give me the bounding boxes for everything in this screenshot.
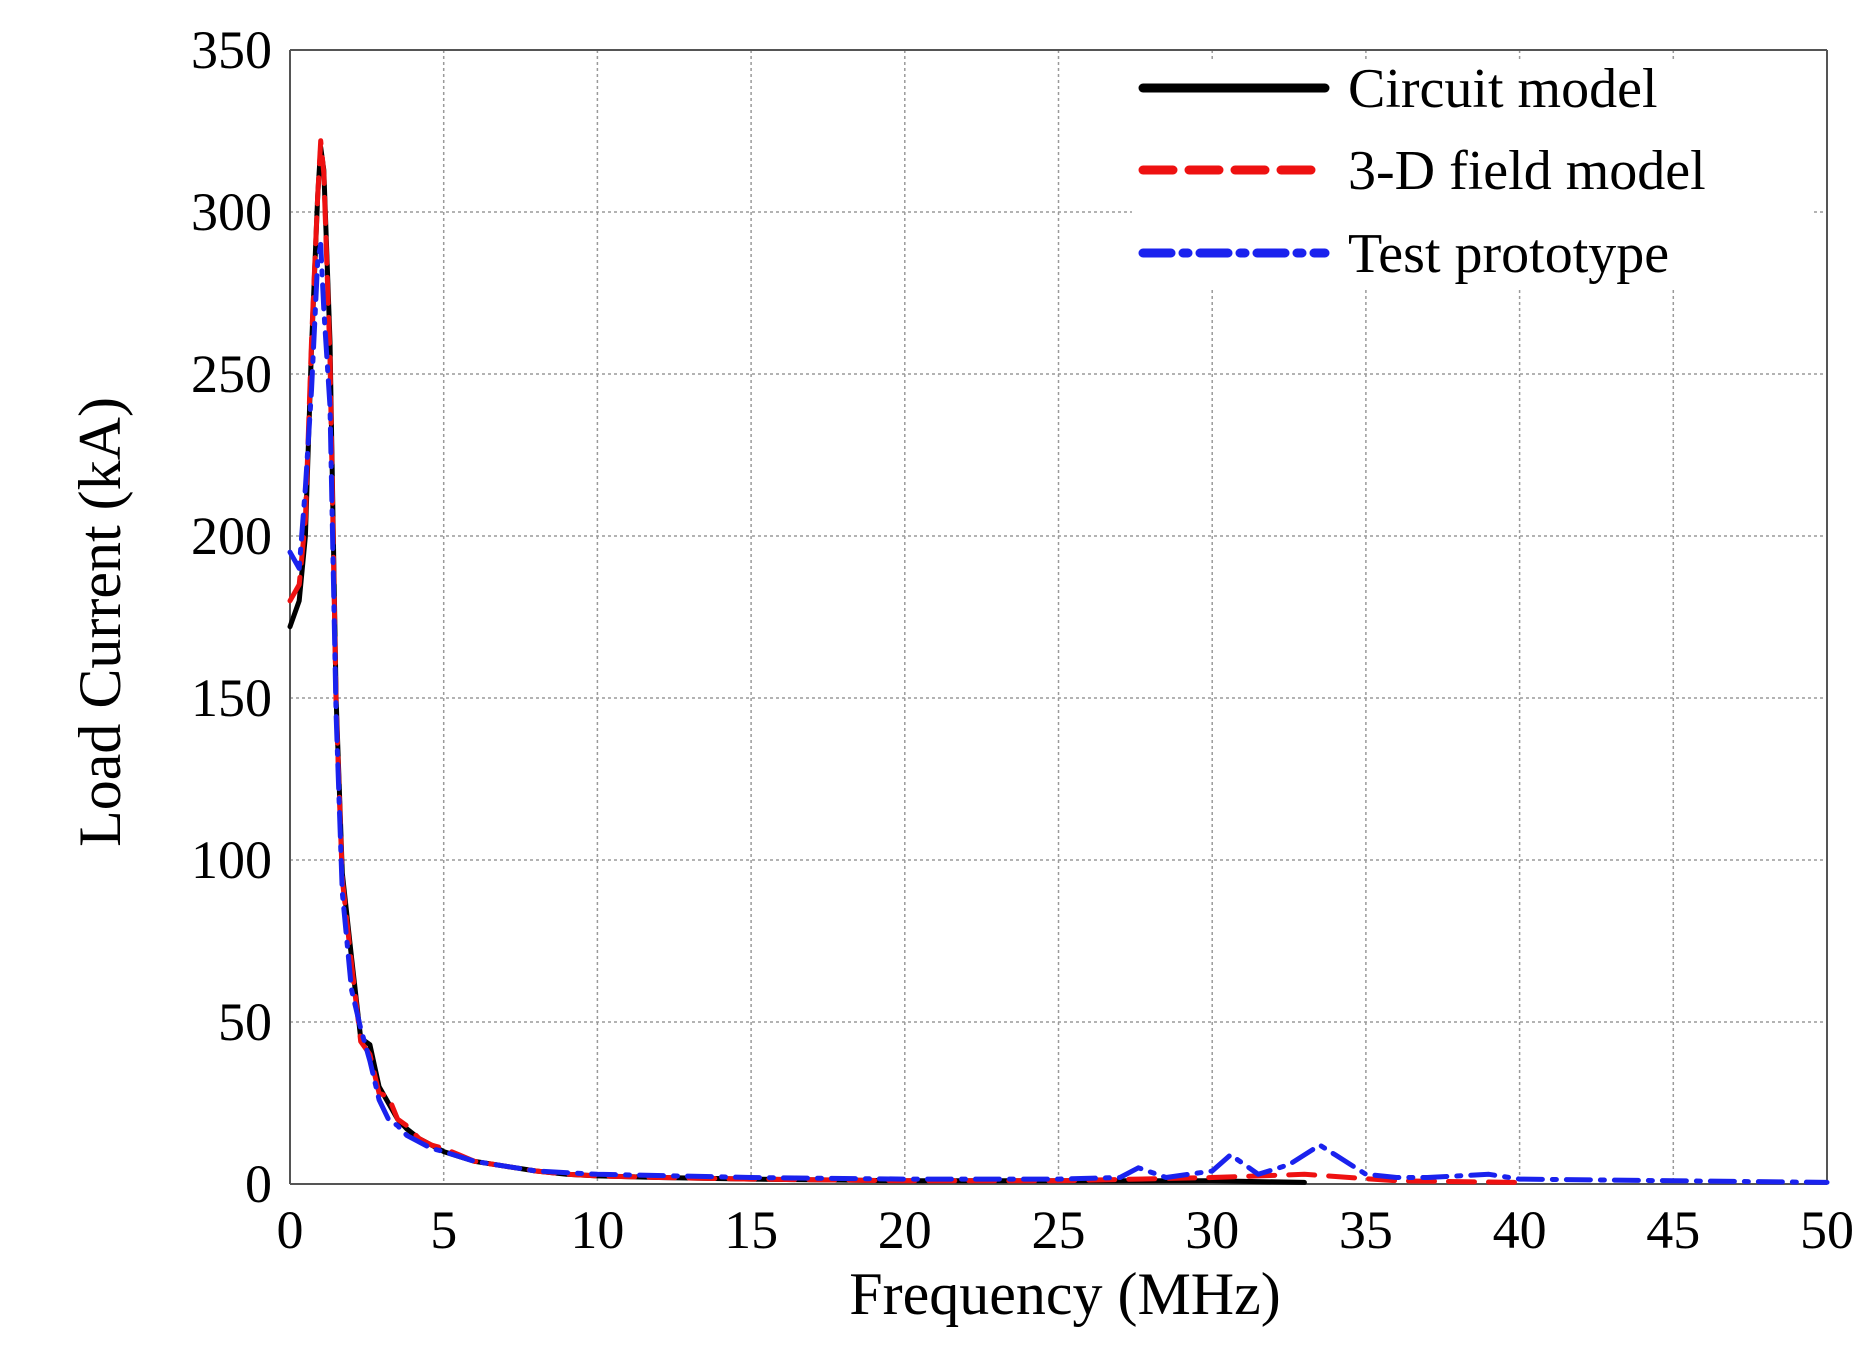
x-tick-label: 10 xyxy=(570,1200,624,1260)
y-tick-label: 0 xyxy=(245,1154,272,1214)
y-tick-label: 100 xyxy=(191,830,272,890)
x-tick-label: 35 xyxy=(1339,1200,1393,1260)
y-tick-label: 150 xyxy=(191,668,272,728)
legend-label-test-prototype: Test prototype xyxy=(1348,223,1669,285)
x-tick-label: 40 xyxy=(1493,1200,1547,1260)
ticks: 0 5 10 15 20 25 30 35 40 45 50 0 50 100 150 200 250 300 35… xyxy=(191,20,1854,1260)
axes xyxy=(289,49,1828,1185)
grid xyxy=(290,50,1827,1184)
x-axis-label: Frequency (MHz) xyxy=(849,1261,1281,1327)
legend: Circuit model 3-D field model Test prototy… xyxy=(1138,58,1706,285)
y-tick-label: 350 xyxy=(191,20,272,80)
x-tick-label: 0 xyxy=(277,1200,304,1260)
y-axis-label: Load Current (kA) xyxy=(67,397,133,847)
legend-label-circuit-model: Circuit model xyxy=(1348,58,1658,120)
x-tick-label: 5 xyxy=(430,1200,457,1260)
x-tick-label: 45 xyxy=(1646,1200,1700,1260)
series-line-test-prototype xyxy=(287,241,1830,1185)
x-tick-label: 30 xyxy=(1185,1200,1239,1260)
y-tick-label: 250 xyxy=(191,344,272,404)
x-tick-label: 15 xyxy=(724,1200,778,1260)
x-tick-label: 20 xyxy=(878,1200,932,1260)
legend-label-3-d-field-model: 3-D field model xyxy=(1348,140,1706,202)
series-lines xyxy=(287,138,1830,1185)
x-tick-label: 25 xyxy=(1032,1200,1086,1260)
series-line-3-d-field-model xyxy=(287,138,1523,1185)
y-tick-label: 200 xyxy=(191,506,272,566)
y-tick-label: 50 xyxy=(218,992,272,1052)
x-tick-label: 50 xyxy=(1800,1200,1854,1260)
y-tick-label: 300 xyxy=(191,182,272,242)
